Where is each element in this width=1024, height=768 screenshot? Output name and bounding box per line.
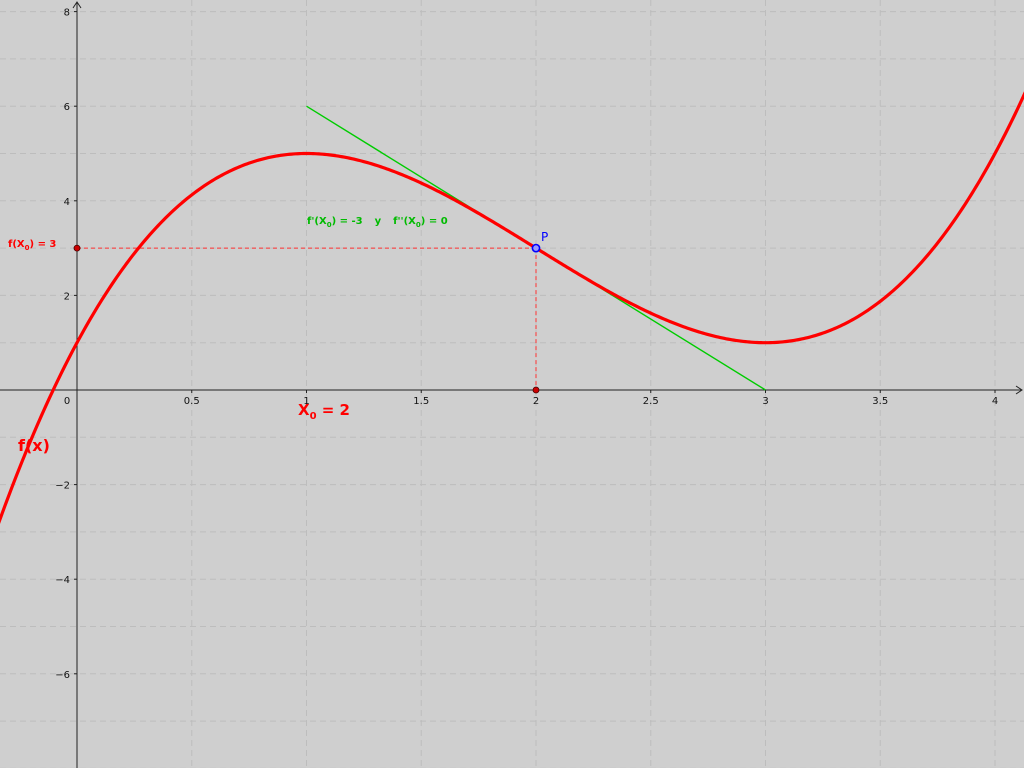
points[interactable] <box>73 243 541 394</box>
x0-label: X0 = 2 <box>298 401 350 422</box>
derivative-label: f'(X0) = -3 y f''(X0) = 0 <box>307 216 448 229</box>
deriv-sub-1: 0 <box>327 221 332 229</box>
x-tick-labels: −0.500.511.522.533.544.555.566.577.58 <box>64 390 998 407</box>
x-tick-label: 2 <box>533 396 539 407</box>
x0-point <box>532 386 540 394</box>
y-axis-arrow <box>72 1 82 9</box>
deriv-tail-1: ) = -3 <box>332 216 363 227</box>
deriv-y: y <box>375 216 382 227</box>
deriv-text-1: f'(X <box>307 216 327 227</box>
y-tick-label: −6 <box>55 670 70 681</box>
x-tick-label: 1 <box>303 396 309 407</box>
x0-label-tail: = 2 <box>317 401 350 419</box>
fx0-label-tail: ) = 3 <box>30 239 57 250</box>
x-tick-label: 0.5 <box>184 396 200 407</box>
y-tick-label: 8 <box>64 8 70 19</box>
y-tick-label: −2 <box>55 481 70 492</box>
y-tick-label: 4 <box>64 197 70 208</box>
x-tick-label: 3.5 <box>872 396 888 407</box>
x-axis-arrow <box>1015 385 1023 395</box>
point-p[interactable] <box>531 243 541 253</box>
fx0-label-sub: 0 <box>25 244 30 252</box>
point-p-label: P <box>541 230 548 244</box>
fx0-label-text: f(X <box>8 239 25 250</box>
x0-label-text: X <box>298 401 310 419</box>
x-tick-label: 2.5 <box>643 396 659 407</box>
x-tick-label: 0 <box>64 396 70 407</box>
deriv-sub-2: 0 <box>416 221 421 229</box>
function-label: f(x) <box>18 436 50 455</box>
y-tick-label: −4 <box>55 575 70 586</box>
deriv-tail-2: ) = 0 <box>421 216 448 227</box>
y-tick-labels: 8 6 4 2 −2 −4 −6 <box>55 8 77 681</box>
y-tick-label: 2 <box>64 291 70 302</box>
deriv-text-2: f''(X <box>393 216 416 227</box>
dashed-guides <box>77 247 537 390</box>
x0-label-sub: 0 <box>310 411 317 422</box>
fx0-point <box>73 244 81 252</box>
fx0-label: f(X0) = 3 <box>8 239 56 252</box>
x-tick-label: 3 <box>762 396 768 407</box>
y-tick-label: 6 <box>64 102 70 113</box>
x-tick-label: 1.5 <box>413 396 429 407</box>
x-tick-label: 4 <box>992 396 998 407</box>
